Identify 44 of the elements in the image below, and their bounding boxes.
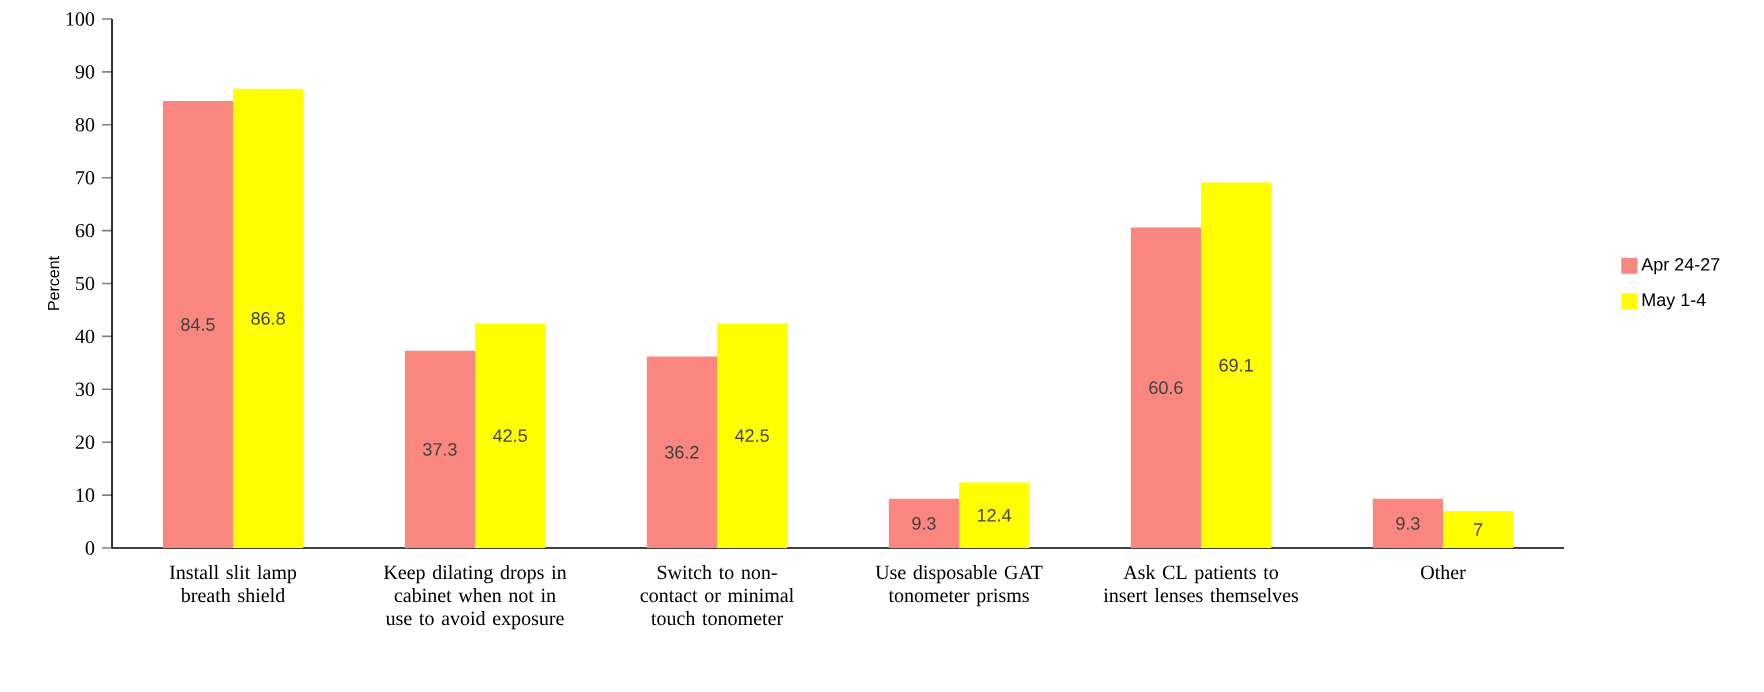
bar: [888, 498, 960, 548]
data-label: 9.3: [1396, 517, 1420, 530]
y-tick-label: 40: [75, 329, 95, 344]
data-label: 60.6: [1149, 381, 1183, 395]
y-tick-label: 70: [76, 170, 95, 185]
x-tick-label: Ask CL patients to insert lenses themselves: [1103, 565, 1299, 603]
x-tick-label: Use disposable GAT tonometer prisms: [875, 565, 1043, 607]
data-label: 12.4: [977, 508, 1012, 522]
data-label: 42.5: [492, 429, 527, 442]
bar: [1201, 182, 1272, 548]
y-tick-label: 60: [75, 223, 95, 238]
data-label: 9.3: [912, 517, 936, 530]
bar: [1130, 227, 1202, 548]
data-label: 42.5: [734, 429, 769, 442]
y-tick-label: 10: [76, 488, 95, 502]
legend-label: Apr 24-27: [1641, 258, 1720, 275]
data-label: 84.5: [181, 318, 215, 331]
legend-label: May 1-4: [1642, 293, 1706, 310]
x-tick-label: Other: [1421, 565, 1466, 580]
bar: [233, 88, 304, 548]
y-tick-label: 30: [75, 382, 95, 397]
bar: [717, 323, 788, 548]
y-tick-label: 50: [76, 276, 95, 291]
y-tick-label: 80: [75, 118, 95, 132]
bar: [162, 100, 234, 548]
y-tick-label: 100: [66, 12, 95, 26]
bar: [646, 356, 718, 548]
bar: [959, 482, 1030, 548]
bar: [475, 323, 546, 548]
y-tick-label: 20: [75, 435, 95, 449]
x-tick-label: Switch to non-contact or minimal touch tonometer: [640, 565, 794, 626]
data-label: 36.2: [665, 445, 699, 459]
data-label: 37.3: [423, 442, 457, 456]
data-label: 86.8: [251, 312, 285, 325]
y-tick-label: 0: [85, 541, 95, 555]
bar: [1443, 510, 1514, 548]
data-label: 7: [1474, 523, 1483, 536]
data-label: 69.1: [1219, 358, 1253, 372]
x-tick-label: Keep dilating drops in cabinet when not in use to avoid exposure: [383, 565, 567, 630]
y-tick-label: 90: [75, 65, 95, 79]
x-tick-label: Install slit lamp breath shield: [169, 565, 297, 603]
bar: [404, 350, 476, 548]
bar: [1372, 498, 1444, 548]
y-axis-title: Percent: [48, 256, 60, 310]
